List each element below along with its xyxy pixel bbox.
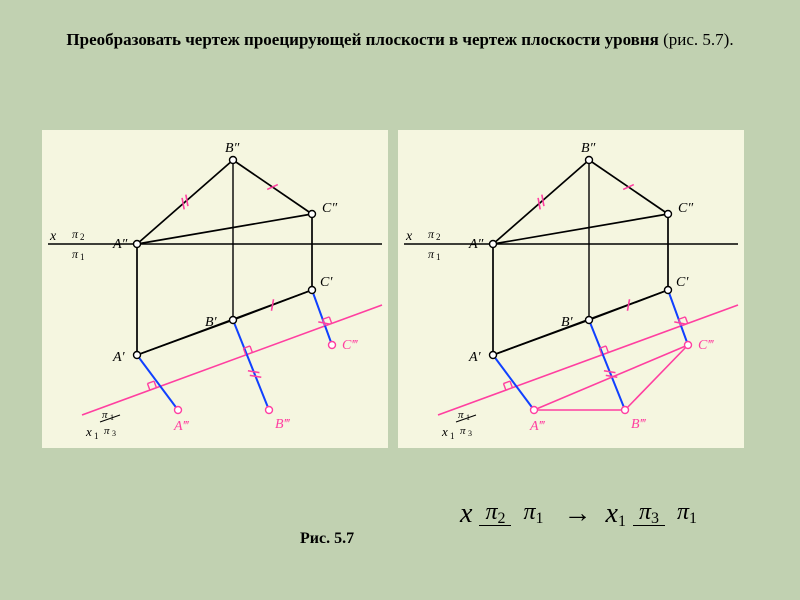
svg-text:π: π <box>72 247 79 261</box>
svg-text:A‴: A‴ <box>529 419 546 434</box>
svg-text:B″: B″ <box>225 141 240 156</box>
panel-left: xπ2π1x1π1π3A″B″C″A′B′C′A‴B‴C‴ <box>42 130 388 448</box>
svg-text:x: x <box>405 229 413 244</box>
svg-text:A‴: A‴ <box>173 419 190 434</box>
svg-text:A″: A″ <box>468 237 484 252</box>
svg-text:π: π <box>428 247 435 261</box>
title-rest: (рис. 5.7). <box>659 30 734 49</box>
svg-text:3: 3 <box>112 429 116 438</box>
diagram-left: xπ2π1x1π1π3A″B″C″A′B′C′A‴B‴C‴ <box>42 130 388 448</box>
svg-text:A″: A″ <box>112 237 128 252</box>
panels: xπ2π1x1π1π3A″B″C″A′B′C′A‴B‴C‴ xπ2π1x1π1π… <box>42 130 744 448</box>
svg-text:1: 1 <box>450 431 455 441</box>
formula-arrow: → <box>564 498 592 529</box>
formula-x1: x <box>606 498 618 529</box>
svg-text:x: x <box>49 229 57 244</box>
svg-text:B″: B″ <box>581 141 596 156</box>
svg-text:1: 1 <box>94 431 99 441</box>
page-title: Преобразовать чертеж проецирующей плоско… <box>0 28 800 52</box>
svg-text:π: π <box>72 227 79 241</box>
svg-text:1: 1 <box>80 252 85 262</box>
svg-text:2: 2 <box>436 232 441 242</box>
svg-text:C‴: C‴ <box>342 338 358 353</box>
svg-text:B‴: B‴ <box>631 417 647 432</box>
frac1: π2 π1 <box>479 500 549 528</box>
svg-text:B′: B′ <box>561 315 574 330</box>
svg-text:C‴: C‴ <box>698 338 714 353</box>
svg-text:B‴: B‴ <box>275 417 291 432</box>
figure-caption: Рис. 5.7 <box>300 530 354 548</box>
svg-text:C″: C″ <box>678 201 693 216</box>
svg-text:1: 1 <box>436 252 441 262</box>
svg-text:C′: C′ <box>676 275 689 290</box>
svg-text:π: π <box>428 227 435 241</box>
formula-x: x <box>460 498 472 529</box>
frac2: π3 π1 <box>633 500 703 528</box>
diagram-right: xπ2π1x1π1π3A″B″C″A′B′C′A‴B‴C‴ <box>398 130 744 448</box>
svg-text:C″: C″ <box>322 201 337 216</box>
svg-text:B′: B′ <box>205 315 218 330</box>
svg-text:π: π <box>104 425 110 437</box>
svg-text:π: π <box>460 425 466 437</box>
panel-right: xπ2π1x1π1π3A″B″C″A′B′C′A‴B‴C‴ <box>398 130 744 448</box>
svg-text:x: x <box>85 424 92 439</box>
formula: x π2 π1 → x1 π3 π1 <box>460 498 703 531</box>
svg-text:A′: A′ <box>468 350 482 365</box>
svg-text:A′: A′ <box>112 350 126 365</box>
title-bold: Преобразовать чертеж проецирующей плоско… <box>66 30 658 49</box>
svg-text:3: 3 <box>468 429 472 438</box>
svg-text:x: x <box>441 424 448 439</box>
svg-text:C′: C′ <box>320 275 333 290</box>
svg-text:2: 2 <box>80 232 85 242</box>
